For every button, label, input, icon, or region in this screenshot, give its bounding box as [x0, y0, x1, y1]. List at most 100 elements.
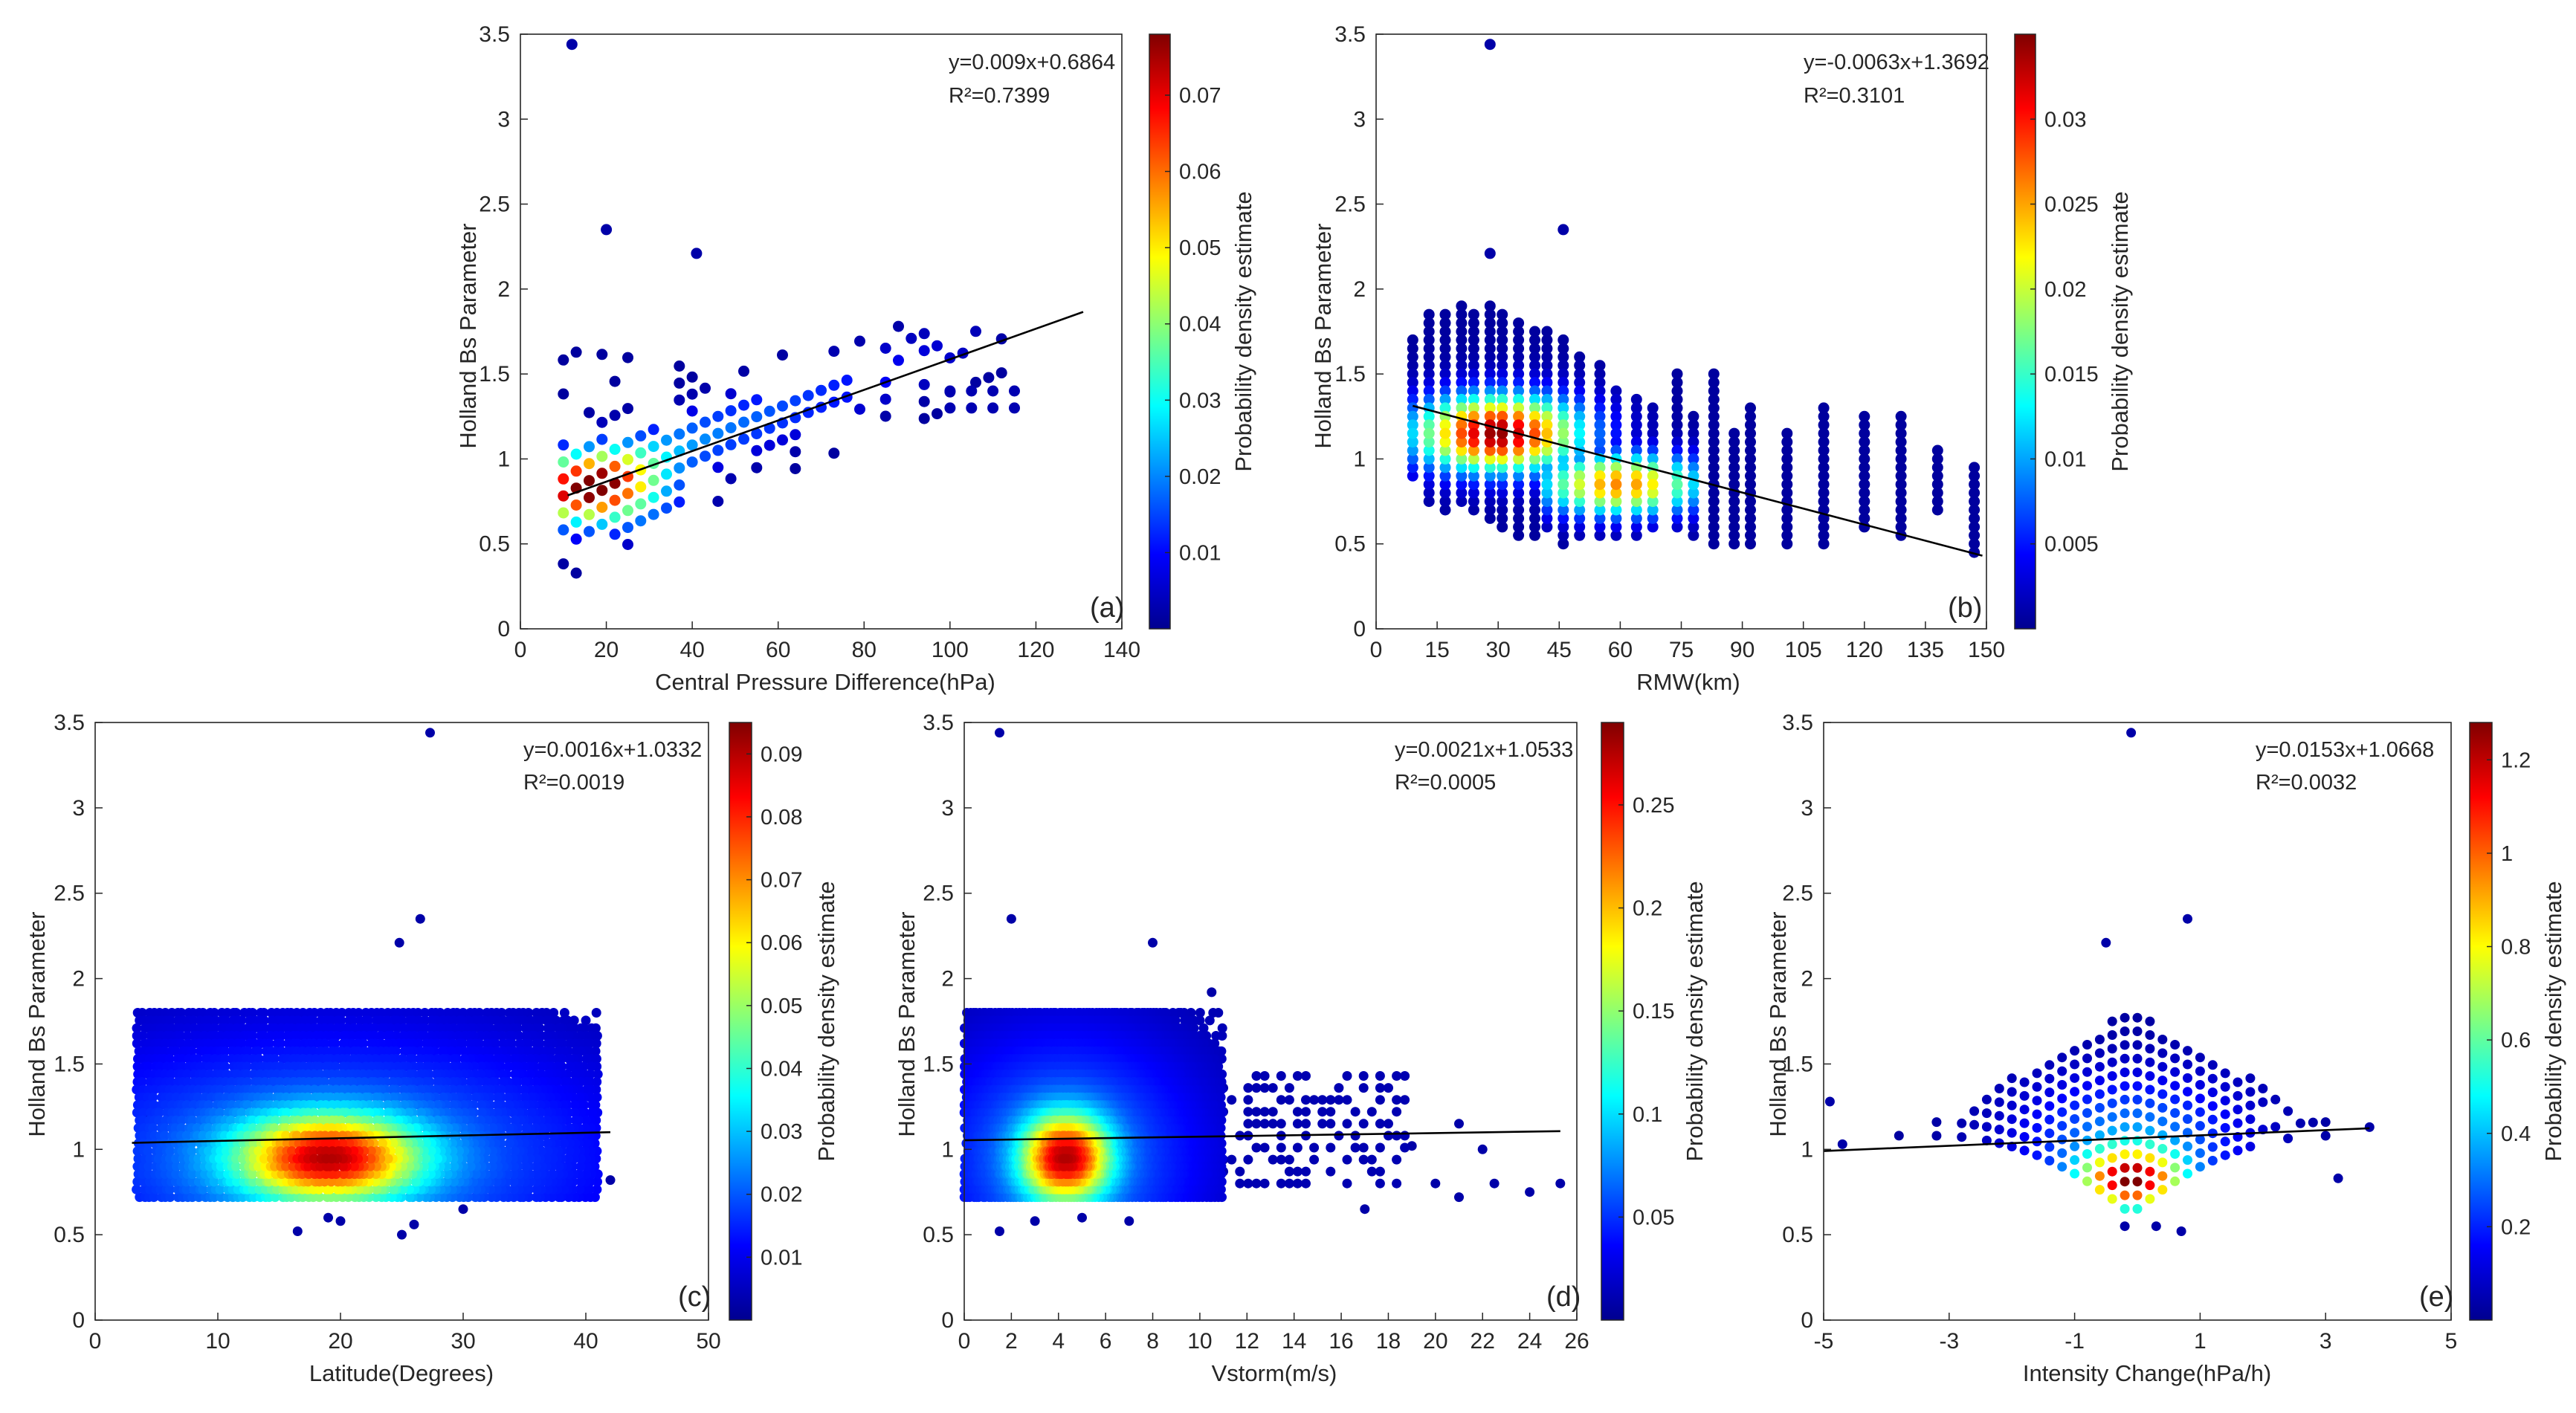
data-point — [1392, 1095, 1402, 1105]
data-point — [1497, 334, 1508, 346]
data-point — [399, 1046, 410, 1056]
data-point — [242, 1046, 253, 1056]
data-point — [584, 508, 595, 520]
data-point — [377, 1138, 387, 1148]
data-point — [1529, 444, 1540, 456]
data-point — [1513, 317, 1525, 329]
data-point — [332, 1108, 343, 1118]
data-point — [455, 1084, 465, 1095]
data-point — [303, 1092, 313, 1102]
data-point — [1301, 1095, 1311, 1105]
data-point — [1456, 419, 1468, 431]
data-point — [359, 1115, 369, 1125]
data-point — [1407, 419, 1418, 431]
data-point — [154, 1108, 164, 1118]
data-point — [1574, 496, 1586, 508]
data-point — [1688, 444, 1699, 456]
data-point — [520, 1077, 530, 1087]
data-point — [1931, 462, 1943, 473]
data-point — [177, 1061, 187, 1072]
data-point — [304, 1031, 314, 1041]
data-point — [1061, 1015, 1071, 1026]
data-point — [493, 1092, 503, 1102]
data-point — [1423, 453, 1435, 465]
data-point — [596, 485, 608, 497]
data-point — [531, 1161, 541, 1171]
data-point — [1186, 1008, 1196, 1018]
data-point — [292, 1226, 303, 1236]
data-point — [1468, 385, 1479, 397]
data-point — [674, 479, 685, 491]
data-point — [366, 1154, 376, 1164]
data-point — [1189, 1023, 1199, 1033]
data-point — [492, 1023, 503, 1033]
data-point — [1284, 1083, 1294, 1093]
data-point — [1630, 487, 1642, 499]
data-point — [220, 1054, 230, 1064]
data-point — [1688, 529, 1699, 541]
data-point — [320, 1169, 331, 1180]
data-point — [1489, 1178, 1500, 1189]
data-point — [160, 1123, 170, 1134]
data-point — [1497, 504, 1508, 516]
data-point — [1529, 351, 1540, 363]
data-point — [1859, 512, 1870, 524]
data-point — [1251, 1142, 1262, 1153]
data-point — [176, 1008, 187, 1018]
data-point — [1468, 377, 1479, 389]
data-point — [738, 416, 749, 428]
data-point — [674, 428, 685, 440]
data-point — [422, 1177, 432, 1187]
data-point — [1859, 410, 1870, 422]
data-point — [586, 1061, 596, 1072]
data-point — [1745, 521, 1756, 533]
data-point — [465, 1038, 476, 1049]
data-point — [382, 1115, 393, 1125]
colorbar-tick-label: 0.01 — [1179, 541, 1221, 565]
data-point — [416, 1084, 426, 1095]
data-point — [1407, 360, 1418, 372]
data-point — [1497, 444, 1508, 456]
data-point — [242, 1100, 253, 1110]
data-point — [349, 1161, 359, 1171]
data-point — [504, 1031, 514, 1041]
data-point — [987, 385, 999, 397]
data-point — [1671, 444, 1683, 456]
data-point — [564, 1192, 574, 1203]
data-point — [1610, 521, 1622, 533]
y-axis-label-c: Holland Bs Parameter — [24, 911, 50, 1136]
data-point — [220, 1123, 230, 1134]
data-point — [1708, 377, 1720, 389]
data-point — [427, 1015, 437, 1026]
data-point — [453, 1046, 463, 1056]
data-point — [349, 1146, 359, 1157]
data-point — [1375, 1071, 1385, 1081]
data-point — [291, 1131, 302, 1141]
data-point — [1931, 479, 1943, 491]
data-point — [1529, 504, 1540, 516]
data-point — [1610, 402, 1622, 414]
data-point — [1781, 529, 1793, 541]
data-point — [321, 1161, 332, 1171]
data-point — [1407, 393, 1418, 405]
data-point — [1781, 462, 1793, 473]
data-point — [1728, 504, 1740, 516]
data-point — [1259, 1083, 1270, 1093]
data-point — [1439, 487, 1451, 499]
data-point — [1423, 496, 1435, 508]
data-point — [259, 1154, 269, 1164]
data-point — [542, 1015, 552, 1026]
data-point — [1439, 377, 1451, 389]
data-point — [269, 1023, 280, 1033]
data-point — [514, 1038, 525, 1049]
scatter-points-b — [1407, 39, 1981, 558]
data-point — [287, 1177, 297, 1187]
data-point — [320, 1108, 330, 1118]
data-point — [1407, 385, 1418, 397]
data-point — [1059, 1046, 1070, 1056]
data-point — [1292, 1107, 1302, 1117]
data-point — [155, 1146, 165, 1157]
data-point — [199, 1031, 210, 1041]
data-point — [1781, 436, 1793, 448]
